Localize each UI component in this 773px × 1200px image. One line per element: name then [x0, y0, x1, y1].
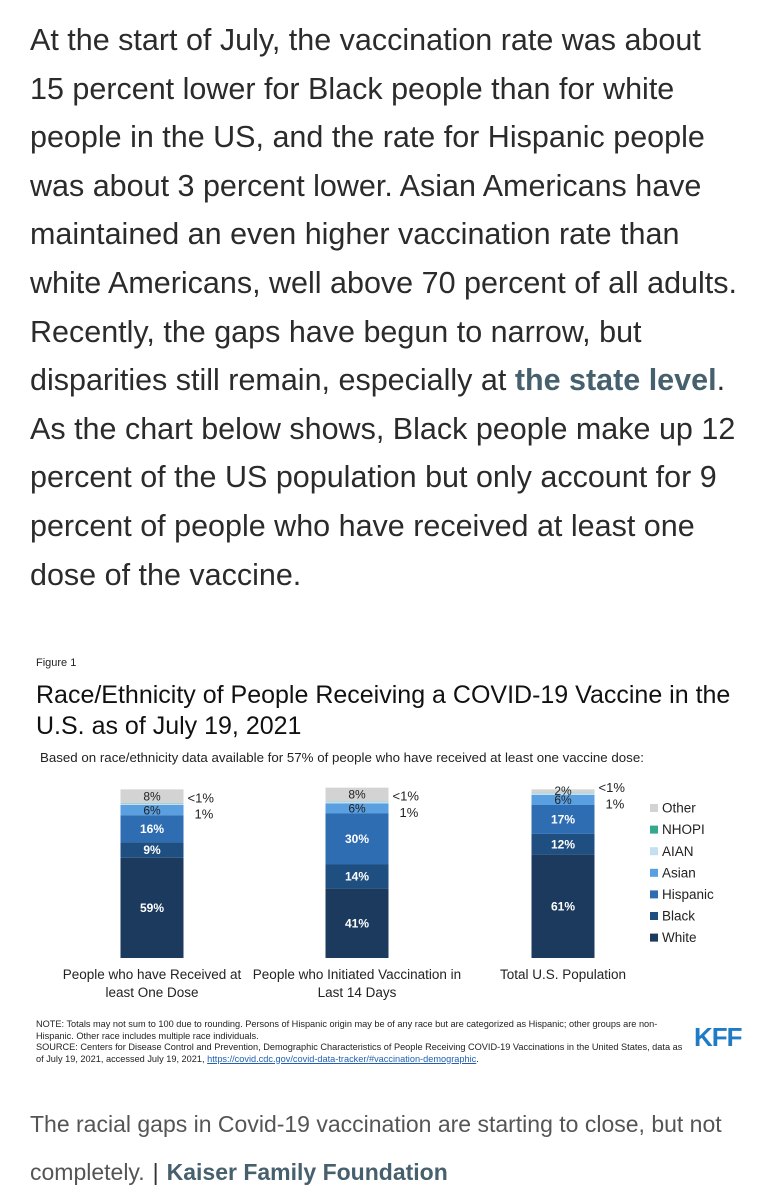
chart-title: Race/Ethnicity of People Receiving a COV…: [36, 681, 731, 740]
data-label: 8%: [143, 789, 161, 803]
chart-subtitle: Based on race/ethnicity data available f…: [40, 750, 644, 765]
bar-segment: [120, 815, 184, 843]
data-label: 59%: [140, 901, 164, 915]
data-label: 16%: [140, 822, 164, 836]
separator: |: [152, 1159, 159, 1185]
article-paragraph: At the start of July, the vaccination ra…: [30, 16, 742, 599]
data-label: 2%: [554, 784, 572, 798]
data-label: 17%: [551, 813, 575, 827]
bar-segment: [531, 805, 595, 834]
data-label: 14%: [345, 870, 369, 884]
bar-segment: [325, 888, 389, 958]
bar-segment: [325, 803, 389, 814]
caption: The racial gaps in Covid-19 vaccination …: [30, 1100, 750, 1196]
legend-swatch: [650, 825, 658, 834]
category-label: Total U.S. Population: [499, 967, 627, 982]
link[interactable]: the state level: [514, 363, 717, 398]
legend-label: NHOPI: [662, 822, 705, 837]
bar-segment: [325, 801, 389, 804]
legend-label: Hispanic: [662, 887, 714, 902]
legend-label: Asian: [662, 865, 696, 880]
bar-segment: [325, 787, 389, 802]
bar-segment: [531, 833, 595, 855]
legend-label: AIAN: [662, 844, 694, 859]
caption-text: The racial gaps in Covid-19 vaccination …: [30, 1111, 722, 1185]
bar-segment: [120, 842, 184, 858]
data-label: 8%: [348, 788, 366, 802]
notes: NOTE: Totals may not sum to 100 due to r…: [36, 1019, 686, 1065]
category-label: People who Initiated Vaccination in Last…: [252, 967, 462, 1000]
data-label: 1%: [400, 805, 419, 820]
data-label: 9%: [143, 843, 161, 857]
data-label: 61%: [551, 899, 575, 913]
data-label: 1%: [606, 797, 625, 812]
legend-label: White: [662, 930, 697, 945]
bar-segment: [325, 813, 389, 865]
credit[interactable]: Kaiser Family Foundation: [166, 1159, 448, 1185]
text: . As the chart below shows, Black people…: [30, 363, 736, 592]
legend-swatch: [650, 933, 658, 942]
data-label: 6%: [143, 803, 161, 817]
figure-label: Figure 1: [36, 657, 77, 669]
note: NOTE: Totals may not sum to 100 due to r…: [36, 1019, 658, 1041]
chart: 59%9%16%6% 1%<1%8%41%14%30%6% 1%<1%8%61%12…: [120, 780, 714, 958]
legend-swatch: [650, 890, 658, 899]
legend-swatch: [650, 912, 658, 920]
legend-label: Other: [662, 801, 696, 816]
source: SOURCE: Centers for Disease Control and …: [36, 1042, 686, 1065]
logo: KFF: [694, 1022, 743, 1052]
category-label: People who have Received at least One Do…: [62, 967, 242, 1000]
data-label: <1%: [599, 780, 626, 795]
bar-segment: [120, 857, 184, 958]
bar-segment: [531, 854, 595, 958]
bar-segment: [325, 864, 389, 889]
data-label: 6%: [348, 802, 366, 816]
data-label: 12%: [551, 837, 575, 851]
data-label: 1%: [195, 807, 214, 822]
data-label: 30%: [345, 832, 369, 846]
bar-segment: [120, 789, 184, 803]
legend-swatch: [650, 804, 658, 812]
legend-swatch: [650, 847, 658, 856]
legend-swatch: [650, 868, 658, 877]
bar-segment: [531, 793, 595, 795]
source-text: SOURCE: Centers for Disease Control and …: [36, 1042, 683, 1064]
bar-segment: [531, 789, 595, 793]
bar-segment: [531, 794, 595, 805]
data-label: <1%: [393, 789, 420, 804]
data-label: 41%: [345, 916, 369, 930]
data-label: <1%: [188, 790, 215, 805]
text: At the start of July, the vaccination ra…: [30, 23, 737, 398]
source-link[interactable]: https://covid.cdc.gov/covid-data-tracker…: [207, 1053, 477, 1064]
data-label: 6%: [554, 793, 572, 807]
bar-segment: [120, 803, 184, 805]
legend-label: Black: [662, 909, 695, 924]
source-end: .: [476, 1053, 479, 1064]
bar-segment: [120, 805, 184, 816]
